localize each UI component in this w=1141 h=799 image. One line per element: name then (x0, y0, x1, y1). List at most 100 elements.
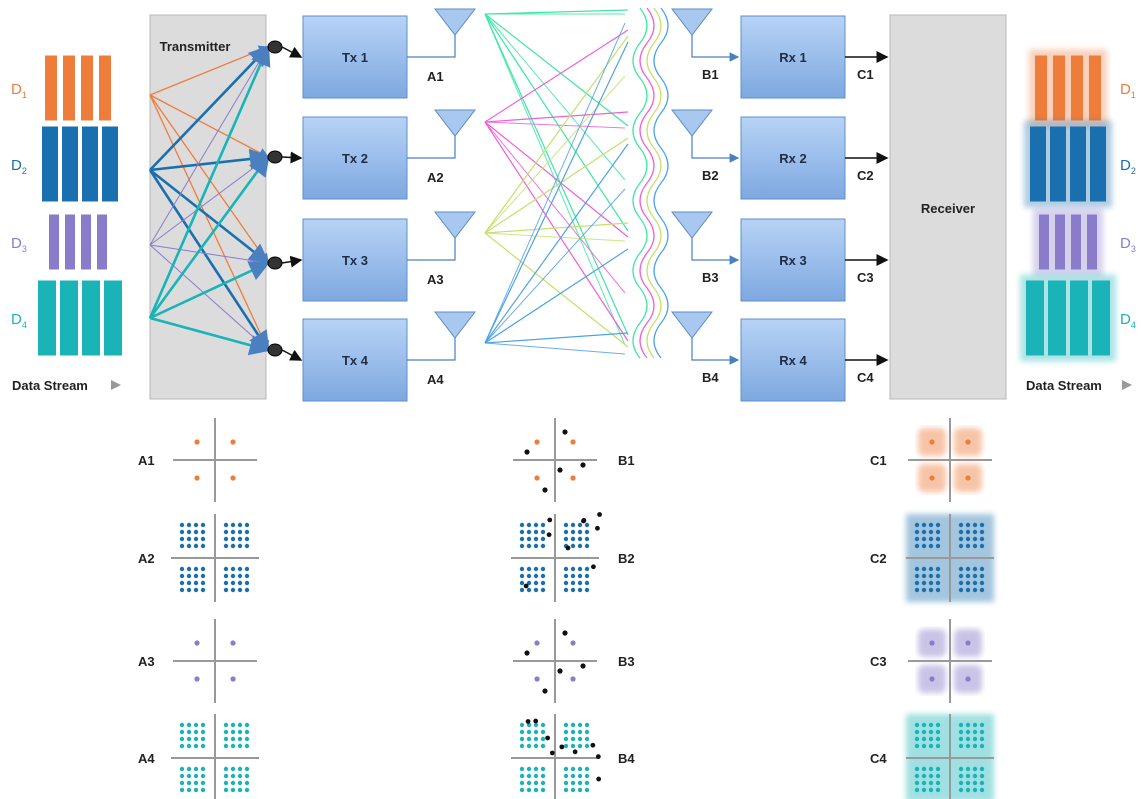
constellation-point (563, 587, 569, 593)
constellation-point (193, 722, 199, 728)
constellation-point (935, 773, 941, 779)
transmit-chain: Tx 1 A1 Tx 2 A2 Tx 3 A3 Tx 4 A4 (267, 8, 477, 402)
noise-point (597, 512, 602, 517)
constellation-point (237, 787, 243, 793)
constellation-point (179, 787, 185, 793)
tx-antenna-label: A3 (427, 272, 444, 287)
input-data-stream-label: Data Stream (12, 378, 88, 393)
rx-antenna-icon (670, 109, 714, 137)
constellation-point (540, 743, 546, 749)
input-stream-label: D1 (11, 81, 27, 100)
noise-point (557, 668, 563, 674)
constellation-point (965, 729, 971, 735)
constellation-point (972, 743, 978, 749)
constellation-point (584, 543, 590, 549)
constellation-point (533, 773, 539, 779)
constellation-point (958, 529, 964, 535)
constellation-point (526, 773, 532, 779)
input-stream-2: D2 (11, 126, 118, 202)
constellation-point (237, 522, 243, 528)
constellation-point (979, 587, 985, 593)
output-label: C1 (857, 67, 874, 82)
constellation-point (200, 566, 206, 572)
channel-path (484, 13, 626, 346)
constellation-c4: C4 (870, 714, 994, 799)
input-stream-label: D2 (11, 157, 27, 176)
constellation-point (237, 580, 243, 586)
constellation-point (230, 580, 236, 586)
constellation-point (223, 580, 229, 586)
noise-point (595, 754, 601, 760)
channel-path (484, 13, 629, 232)
constellation-point (223, 522, 229, 528)
constellation-point (577, 787, 583, 793)
constellation-point (563, 566, 569, 572)
constellation-point (965, 587, 971, 593)
constellation-point (230, 529, 236, 535)
constellation-point (928, 787, 934, 793)
constellation-point (979, 536, 985, 542)
constellation-point (533, 736, 539, 742)
constellation-point (540, 543, 546, 549)
constellation-point (972, 736, 978, 742)
constellation-point (577, 773, 583, 779)
constellation-point (194, 475, 200, 481)
tx-block-3: Tx 3 (302, 218, 408, 302)
constellation-point (965, 573, 971, 579)
channel-path (484, 232, 629, 348)
tx-block-label: Tx 3 (342, 253, 368, 268)
constellation-point (533, 766, 539, 772)
channel-path (484, 75, 626, 234)
output-data-streams: D1 D2 D3 D4 (1020, 49, 1136, 362)
constellation-point (230, 773, 236, 779)
constellation-point (979, 729, 985, 735)
noise-point (595, 525, 600, 531)
stream-bar (1050, 126, 1066, 202)
tx-block-label: Tx 1 (342, 50, 368, 65)
constellation-point (570, 780, 576, 786)
stream-bar (99, 55, 111, 121)
constellation-point (563, 580, 569, 586)
constellation-point (979, 580, 985, 586)
constellation-point (237, 736, 243, 742)
constellation-point (584, 743, 590, 749)
tx-antenna-icon (433, 311, 477, 339)
stream-bar (62, 126, 78, 202)
channel-path (484, 332, 629, 344)
tx-feed-line (407, 234, 456, 261)
constellation-point (570, 729, 576, 735)
constellation-point (928, 529, 934, 535)
constellation-point (935, 780, 941, 786)
rx-feed-line (691, 338, 740, 365)
noise-point (546, 532, 552, 538)
constellation-point (200, 522, 206, 528)
constellation-point (179, 587, 185, 593)
constellation-point (965, 722, 971, 728)
tx-block-label: Tx 4 (342, 353, 369, 368)
constellation-point (958, 522, 964, 528)
constellation-point (193, 766, 199, 772)
noise-point (547, 517, 553, 523)
constellation-point (237, 543, 243, 549)
constellation-label: B2 (618, 551, 635, 566)
constellation-point (244, 566, 250, 572)
constellation-point (570, 722, 576, 728)
constellation-point (230, 536, 236, 542)
constellation-point (929, 439, 935, 445)
constellation-point (570, 566, 576, 572)
constellation-point (200, 587, 206, 593)
constellation-label: B4 (618, 751, 635, 766)
constellation-point (584, 587, 590, 593)
constellation-point (577, 743, 583, 749)
constellation-point (563, 522, 569, 528)
noise-point (524, 650, 530, 656)
constellation-point (193, 536, 199, 542)
constellation-point (533, 529, 539, 535)
input-stream-arrow-icon (111, 380, 121, 390)
constellation-point (577, 580, 583, 586)
constellation-point (193, 743, 199, 749)
constellation-point (540, 722, 546, 728)
output-data-stream-label: Data Stream (1026, 378, 1102, 393)
constellation-point (519, 780, 525, 786)
constellation-point (244, 780, 250, 786)
